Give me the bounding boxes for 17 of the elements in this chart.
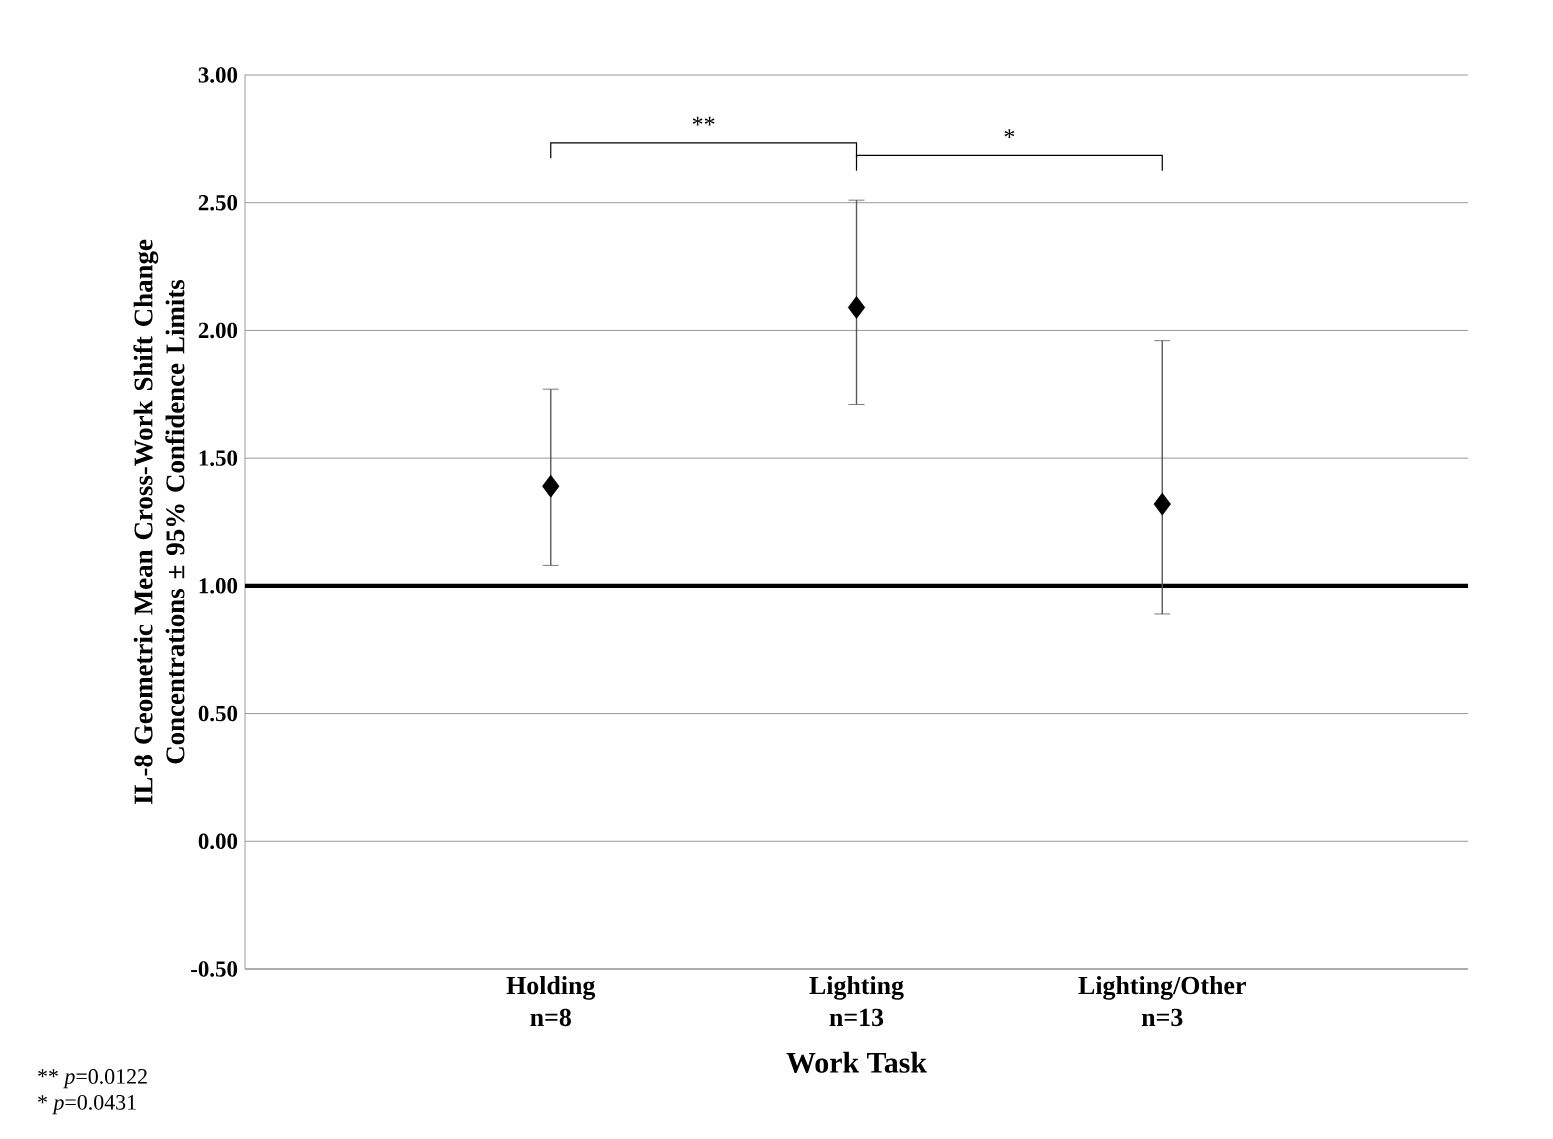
y-tick-label: 2.00 xyxy=(198,322,238,339)
x-tick-label: Lighting n=13 xyxy=(809,976,904,1027)
x-tick-label: Holding n=8 xyxy=(506,976,596,1027)
annotation: * xyxy=(1004,129,1015,138)
y-tick-label: 2.50 xyxy=(198,194,238,211)
x-axis-title: Work Task xyxy=(786,1051,927,1073)
text: ** p=0.0122 xyxy=(38,1069,147,1089)
y-tick-label: -0.50 xyxy=(191,961,238,977)
x-tick-label: Lighting/Other n=3 xyxy=(1078,976,1246,1027)
y-tick-label: 0.50 xyxy=(198,705,238,722)
annotation: ** xyxy=(692,116,715,126)
y-axis-title: IL-8 Geometric Mean Cross-Work Shift Change Concentrations ± 95% Confidence Limits xyxy=(133,239,185,805)
y-tick-label: 3.00 xyxy=(198,67,238,83)
text: *p=0.0431 xyxy=(38,1094,136,1115)
y-tick-label: 1.50 xyxy=(199,450,238,466)
y-tick-label: 0.00 xyxy=(198,833,238,850)
y-tick-label: 1.00 xyxy=(199,578,238,594)
